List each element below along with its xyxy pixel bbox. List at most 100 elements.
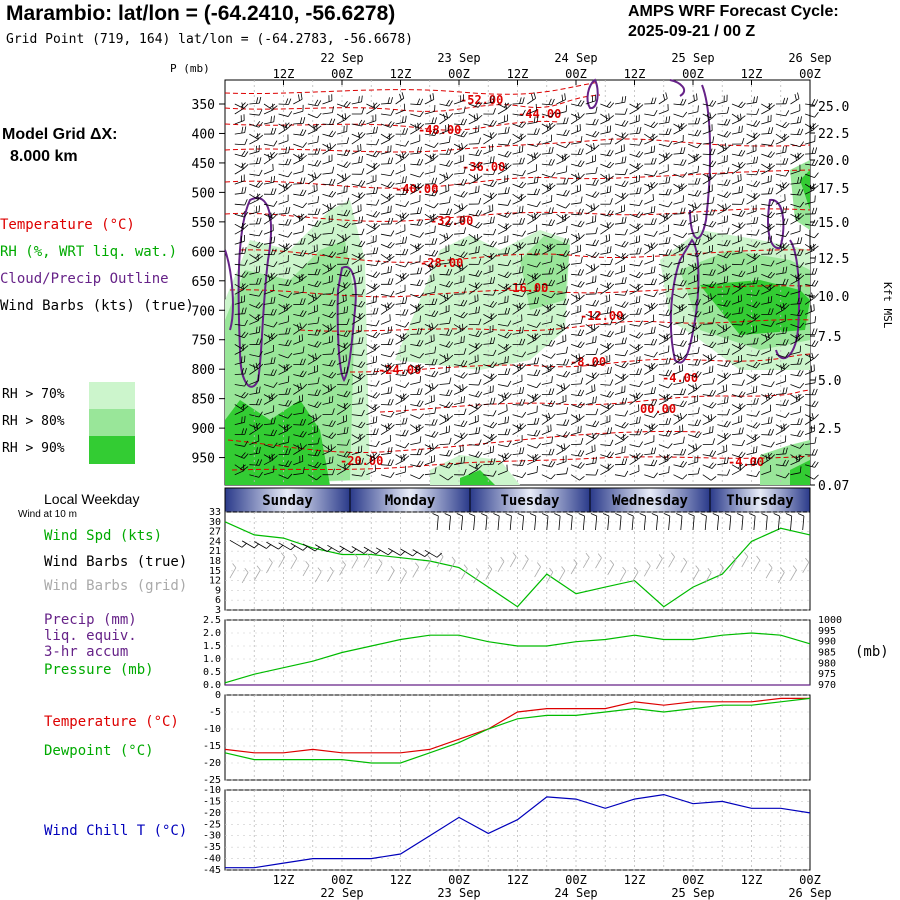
barb-staff [746, 138, 756, 145]
barb-staff [717, 209, 727, 215]
barb-staff [497, 229, 508, 235]
barb-staff [395, 334, 405, 340]
barb-staff [600, 173, 609, 181]
barb-flag [492, 204, 494, 211]
barb-staff [351, 101, 362, 105]
barb-flag [770, 152, 775, 158]
barb-flag [697, 178, 701, 185]
wind-barb [410, 327, 423, 335]
barb-flag [489, 361, 495, 367]
barb-flag [650, 146, 653, 153]
barb-flag [298, 275, 301, 282]
barb-staff [351, 319, 361, 325]
barb-staff [468, 360, 479, 365]
barb-staff [483, 374, 493, 380]
wind-barb [673, 111, 688, 118]
cycle-date: 2025-09-21 / 00 Z [628, 23, 756, 40]
barb-flag [433, 274, 435, 281]
barb-flag [314, 366, 316, 373]
barb-flag [682, 315, 685, 323]
barb-flag [536, 345, 538, 352]
barb-flag [650, 97, 654, 104]
barb-flag [430, 154, 432, 162]
barb-staff [483, 193, 493, 199]
barb-staff [644, 272, 655, 275]
barb-staff [775, 260, 786, 265]
barb-flag [694, 250, 699, 257]
barb-staff [322, 374, 332, 379]
barb-flag [314, 148, 318, 155]
barb-flag [463, 335, 465, 343]
barb-flag [390, 109, 395, 116]
barb-staff [439, 118, 448, 125]
barb-flag [273, 357, 276, 364]
barb-flag [492, 301, 497, 308]
wind-barb [439, 184, 450, 195]
barb-flag [752, 241, 758, 247]
barb-flag [287, 123, 293, 129]
barb-flag [405, 296, 408, 304]
wind-barb [424, 213, 435, 225]
barb-flag [374, 224, 381, 230]
barb-flag [593, 323, 596, 331]
barb-flag [430, 213, 436, 219]
barb-flag [418, 363, 420, 371]
barb-staff [614, 198, 624, 205]
temperature-contour-label: -48.00 [418, 123, 461, 137]
wind-barb [805, 316, 817, 325]
barb-staff [687, 340, 698, 345]
barb-flag [328, 276, 330, 283]
barb-flag [518, 302, 522, 310]
barb-flag [302, 323, 307, 329]
wind-barb [805, 268, 818, 275]
wind-barb [775, 254, 786, 265]
barb-flag [785, 291, 790, 298]
barb-staff [468, 163, 479, 169]
barb-flag [770, 247, 774, 255]
barb-flag [621, 337, 624, 344]
barb-staff [527, 324, 537, 328]
wind-barb [805, 340, 819, 347]
wind-barb [263, 200, 278, 207]
barb-flag [726, 119, 731, 126]
barb-flag [606, 186, 609, 193]
wind-barb [629, 151, 644, 158]
barb-staff [336, 348, 346, 355]
wind-barb [351, 119, 366, 127]
barb-flag [244, 247, 247, 254]
wind-barb [804, 243, 815, 255]
barb-staff [512, 151, 523, 155]
wind-barb [380, 338, 394, 346]
barb-flag [520, 133, 523, 140]
barb-staff [293, 203, 303, 209]
barb-staff [790, 158, 800, 165]
barb-staff [687, 314, 698, 318]
barb-flag [622, 313, 625, 320]
barb-flag [565, 263, 571, 269]
barb-staff [293, 98, 303, 105]
wind-barb [366, 355, 378, 365]
barb-flag [313, 123, 319, 129]
barb-flag [375, 186, 379, 194]
barb-flag [458, 204, 461, 211]
barb-flag [781, 302, 787, 308]
wind-barb [804, 135, 816, 145]
barb-flag [712, 257, 715, 264]
barb-staff [351, 243, 362, 248]
wind-barb [424, 262, 434, 275]
barb-flag [402, 212, 405, 219]
barb-staff [527, 302, 538, 305]
barb-staff [658, 170, 669, 175]
barb-flag [346, 330, 351, 337]
wind-barb [527, 309, 541, 316]
wind-barb [688, 286, 700, 295]
barb-flag [800, 189, 804, 196]
barb-flag [404, 164, 406, 171]
wind-barb [424, 165, 436, 175]
wind-barb [293, 249, 307, 257]
barb-staff [644, 173, 655, 177]
barb-staff [395, 302, 406, 305]
wind-barb [527, 272, 541, 280]
barb-flag [504, 127, 507, 134]
barb-flag [650, 218, 654, 225]
